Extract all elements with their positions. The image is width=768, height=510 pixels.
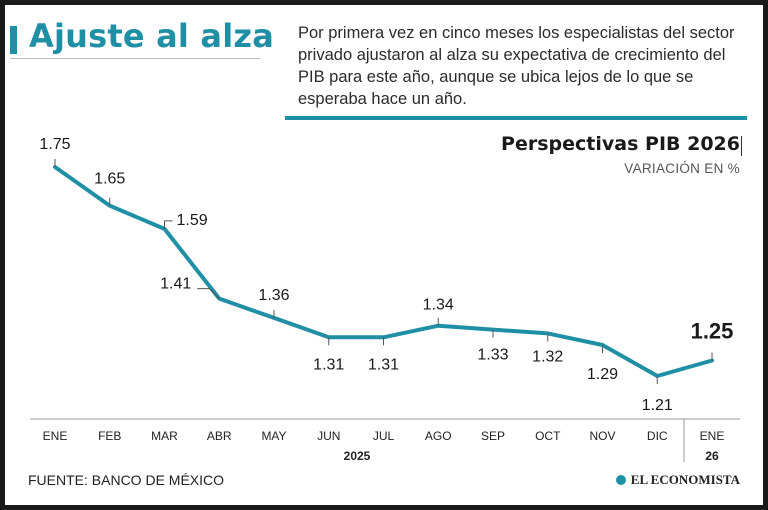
data-label: 1.32 [532, 348, 563, 365]
data-label: 1.31 [368, 356, 399, 373]
data-label: 1.75 [39, 136, 70, 153]
x-tick-label: MAY [261, 429, 286, 443]
year-label: 26 [705, 449, 719, 463]
data-label-leader [197, 288, 220, 299]
data-label: 1.33 [477, 347, 508, 364]
description-divider [285, 116, 747, 120]
logo-icon [615, 475, 626, 485]
x-tick-label: ABR [207, 429, 232, 443]
data-label: 1.36 [258, 287, 289, 304]
x-tick-label: MAR [151, 429, 178, 443]
chart-title: Perspectivas PIB 2026 [501, 133, 740, 155]
data-label: 1.29 [587, 366, 618, 383]
x-tick-label: SEP [481, 429, 505, 443]
description-text: Por primera vez en cinco meses los espec… [298, 24, 735, 108]
chart-title-separator [741, 136, 742, 156]
logo-text: EL ECONOMISTA [630, 472, 740, 487]
infographic-frame [5, 5, 763, 505]
page-title: Ajuste al alza [29, 17, 274, 55]
data-label: 1.34 [423, 297, 454, 314]
data-label: 1.65 [94, 171, 125, 188]
title-divider [10, 58, 260, 59]
x-tick-label: JUL [373, 429, 395, 443]
title-accent-bar [10, 26, 17, 54]
publisher-logo: EL ECONOMISTA [615, 472, 740, 488]
chart-subtitle: VARIACIÓN EN % [624, 161, 740, 176]
x-tick-label: JUN [317, 429, 340, 443]
data-label: 1.21 [642, 397, 673, 414]
x-tick-label: DIC [647, 429, 668, 443]
source-note: FUENTE: BANCO DE MÉXICO [28, 472, 225, 488]
x-tick-label: NOV [589, 429, 615, 443]
data-label: 1.25 [691, 319, 734, 344]
x-tick-label: ENE [700, 429, 725, 443]
x-tick-label: ENE [43, 429, 68, 443]
x-tick-label: AGO [425, 429, 452, 443]
data-label: 1.59 [177, 212, 208, 229]
data-label-leader [164, 220, 173, 229]
year-label: 2025 [344, 449, 371, 463]
x-tick-label: FEB [98, 429, 121, 443]
x-tick-label: OCT [535, 429, 561, 443]
data-label: 1.41 [160, 276, 191, 293]
data-label: 1.31 [313, 356, 344, 373]
